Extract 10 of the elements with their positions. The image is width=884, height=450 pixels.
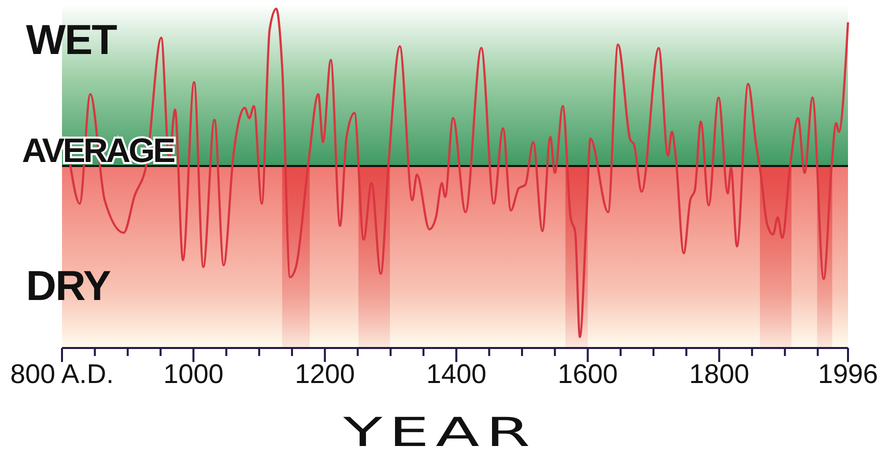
x-tick-label: 800 A.D. (10, 359, 114, 390)
x-tick-label: 1200 (294, 359, 355, 390)
x-tick-label: 1800 (689, 359, 750, 390)
annotation: DRY (26, 262, 112, 309)
x-tick-label: 1400 (426, 359, 486, 390)
annotation: WET (26, 16, 118, 63)
x-axis-title: YEAR (342, 408, 537, 450)
x-tick-label: 1600 (558, 359, 618, 390)
x-tick-label: 1996 (818, 359, 878, 390)
x-tick-label: 1000 (163, 359, 224, 390)
